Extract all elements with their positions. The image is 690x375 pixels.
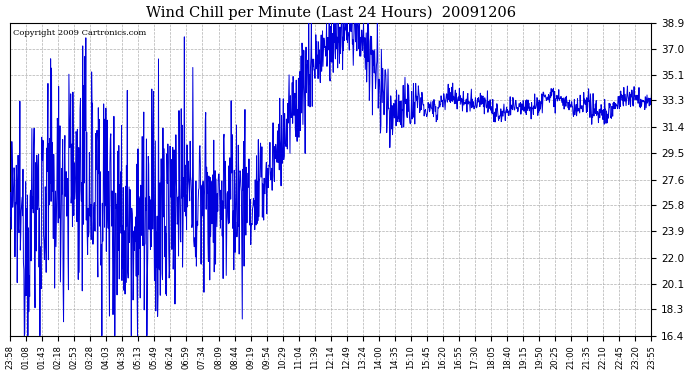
- Text: Copyright 2009 Cartronics.com: Copyright 2009 Cartronics.com: [13, 29, 146, 37]
- Title: Wind Chill per Minute (Last 24 Hours)  20091206: Wind Chill per Minute (Last 24 Hours) 20…: [146, 6, 516, 20]
